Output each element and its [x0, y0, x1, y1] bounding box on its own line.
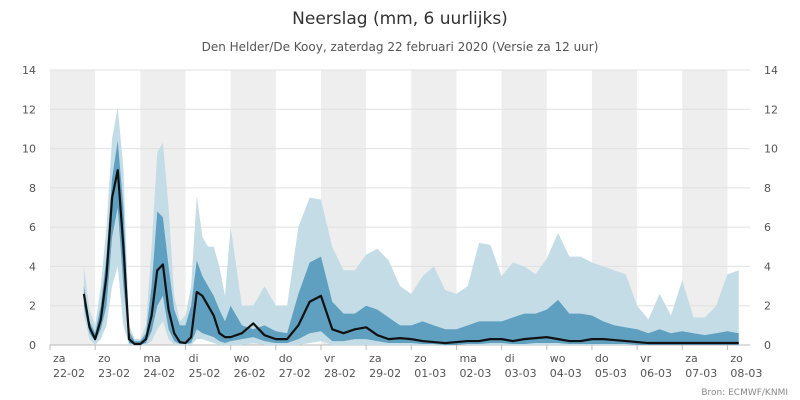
x-tick-date: 01-03 — [414, 367, 446, 380]
x-tick-weekday: do — [595, 352, 609, 365]
x-tick-date: 28-02 — [324, 367, 356, 380]
x-tick-date: 22-02 — [53, 367, 85, 380]
y-tick-label-right: 8 — [764, 182, 771, 195]
y-tick-label-left: 8 — [29, 182, 36, 195]
y-tick-label-right: 4 — [764, 260, 771, 273]
x-tick-weekday: vr — [640, 352, 652, 365]
x-tick-weekday: di — [505, 352, 515, 365]
x-tick-weekday: ma — [143, 352, 160, 365]
x-tick-date: 06-03 — [640, 367, 672, 380]
x-tick-date: 24-02 — [143, 367, 175, 380]
y-tick-label-right: 10 — [764, 143, 778, 156]
x-tick-weekday: za — [53, 352, 66, 365]
x-tick-weekday: za — [685, 352, 698, 365]
y-tick-label-right: 6 — [764, 221, 771, 234]
x-tick-weekday: vr — [324, 352, 336, 365]
y-tick-label-right: 14 — [764, 64, 778, 77]
y-tick-label-left: 12 — [22, 103, 36, 116]
x-tick-date: 29-02 — [369, 367, 401, 380]
y-tick-label-left: 2 — [29, 300, 36, 313]
y-tick-label-left: 14 — [22, 64, 36, 77]
median-line — [82, 169, 739, 346]
x-tick-date: 07-03 — [685, 367, 717, 380]
y-tick-label-right: 12 — [764, 103, 778, 116]
x-tick-weekday: wo — [550, 352, 566, 365]
chart-subtitle: Den Helder/De Kooy, zaterdag 22 februari… — [202, 40, 599, 54]
x-axis: za 22-02 zo 23-02 ma 24-02 di 25-02 wo 26-02 do 27-… — [49, 345, 762, 380]
x-tick-weekday: do — [279, 352, 293, 365]
x-tick-date: 08-03 — [730, 367, 762, 380]
y-tick-label-right: 0 — [764, 339, 771, 352]
x-tick-date: 05-03 — [595, 367, 627, 380]
chart-title: Neerslag (mm, 6 uurlijks) — [292, 9, 508, 29]
x-tick-date: 27-02 — [279, 367, 311, 380]
y-axis-left: 0 2 4 6 8 10 12 14 — [22, 64, 36, 352]
x-tick-date: 25-02 — [188, 367, 220, 380]
y-axis-right: 0 2 4 6 8 10 12 14 — [764, 64, 778, 352]
y-tick-label-right: 2 — [764, 300, 771, 313]
x-tick-weekday: ma — [459, 352, 476, 365]
source-label: Bron: ECMWF/KNMI — [701, 388, 788, 398]
x-tick-weekday: zo — [730, 352, 743, 365]
x-tick-date: 03-03 — [505, 367, 537, 380]
x-tick-weekday: zo — [414, 352, 427, 365]
x-tick-date: 23-02 — [98, 367, 130, 380]
x-tick-weekday: za — [369, 352, 382, 365]
median-line-group — [82, 169, 739, 346]
y-tick-label-left: 6 — [29, 221, 36, 234]
x-tick-date: 26-02 — [234, 367, 266, 380]
x-tick-weekday: zo — [98, 352, 111, 365]
y-tick-label-left: 4 — [29, 260, 36, 273]
y-tick-label-left: 10 — [22, 143, 36, 156]
x-tick-weekday: di — [188, 352, 198, 365]
x-tick-date: 02-03 — [459, 367, 491, 380]
y-tick-label-left: 0 — [29, 339, 36, 352]
band-min-max — [83, 107, 739, 345]
x-tick-weekday: wo — [234, 352, 250, 365]
x-tick-date: 04-03 — [550, 367, 582, 380]
